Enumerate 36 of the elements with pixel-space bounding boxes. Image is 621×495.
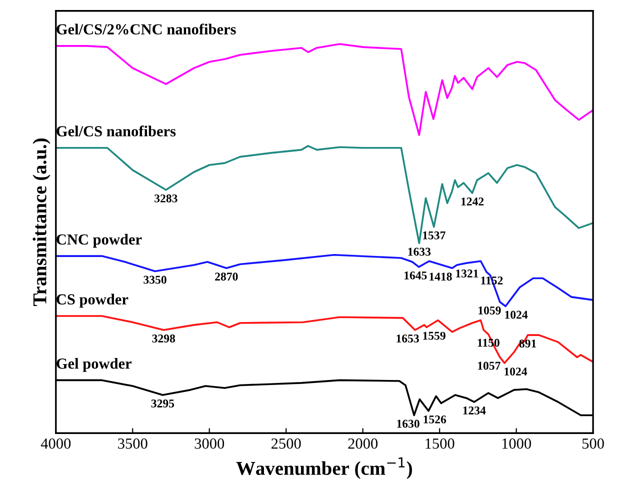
annotation: 1645 <box>404 271 427 280</box>
series-label: Gel powder <box>56 358 132 372</box>
series-label: CNC powder <box>56 234 142 248</box>
y-axis-title: Transmittance (a.u.) <box>32 138 50 306</box>
annotation: 2870 <box>215 272 238 281</box>
x-tick-label: 4000 <box>40 438 71 449</box>
annotation: 3283 <box>154 194 178 202</box>
annotation: 1024 <box>504 368 528 376</box>
annotation: 1057 <box>478 362 500 370</box>
x-tick-label: 2500 <box>271 438 301 449</box>
annotation: 1526 <box>424 415 446 424</box>
annotation: 1630 <box>397 420 420 428</box>
series-label: Gel/CS nanofibers <box>56 126 176 136</box>
annotation: 1418 <box>430 272 452 281</box>
x-tick-label: 1500 <box>426 438 454 449</box>
annotation: 1653 <box>396 334 419 342</box>
annotation: 1537 <box>423 231 446 240</box>
annotation: 3295 <box>151 400 174 408</box>
annotation: 891 <box>519 340 536 348</box>
annotation: 1234 <box>463 406 486 414</box>
annotation: 1024 <box>505 310 528 319</box>
annotation: 1059 <box>478 306 501 314</box>
annotation: 1242 <box>461 198 484 206</box>
annotation: 3298 <box>152 334 176 342</box>
x-tick-label: 3000 <box>194 438 224 449</box>
x-tick-label: 3500 <box>118 438 148 449</box>
x-tick-label: 2000 <box>348 438 378 449</box>
series-label: CS powder <box>56 294 128 308</box>
annotation: 1559 <box>423 332 446 340</box>
annotation: 1633 <box>408 248 431 256</box>
series-label: Gel/CS/2%CNC nanofibers <box>56 24 236 35</box>
x-axis-title: Wavenumber (cm$^{−1}$) <box>236 457 412 479</box>
annotation: 3350 <box>144 276 166 284</box>
x-tick-label: 500 <box>582 438 604 449</box>
x-tick-label: 1000 <box>502 438 532 449</box>
annotation: 1321 <box>456 270 478 278</box>
